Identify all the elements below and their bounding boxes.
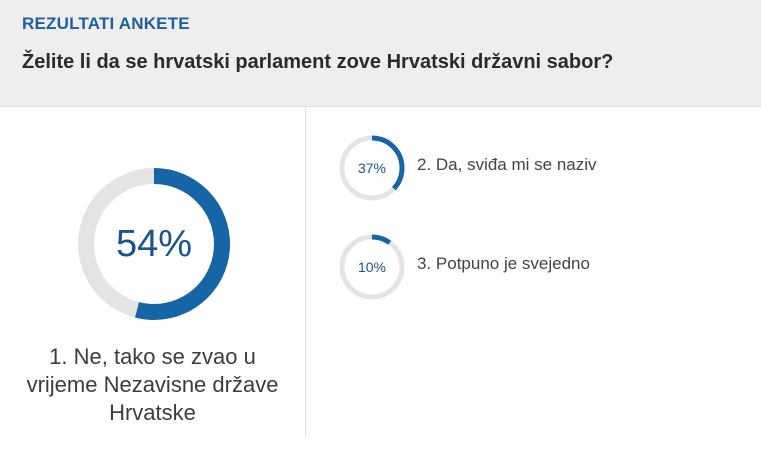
result-option-percent: 37% [357, 160, 387, 176]
result-option-donut [339, 135, 405, 201]
result-option-label: 3. Potpuno je svejedno [417, 254, 590, 273]
donut-arc [339, 135, 405, 201]
leading-result-label-line: 1. Ne, tako se zvao u [49, 344, 256, 369]
leading-result-label-line: Hrvatske [109, 400, 196, 425]
donut-arc [78, 168, 230, 320]
result-option-2: 37% 2. Da, sviđa mi se naziv [338, 134, 738, 202]
result-option-label: 2. Da, sviđa mi se naziv [417, 155, 597, 174]
poll-question: Želite li da se hrvatski parlament zove … [22, 51, 614, 73]
leading-result-label-line: vrijeme Nezavisne države [26, 372, 279, 397]
poll-kicker: REZULTATI ANKETE [22, 14, 190, 33]
leading-result: 54% 1. Ne, tako se zvao u vrijeme Nezavi… [0, 107, 306, 437]
result-option-donut [339, 234, 405, 300]
leading-result-donut [78, 168, 230, 320]
leading-result-label: 1. Ne, tako se zvao u vrijeme Nezavisne … [0, 343, 305, 427]
leading-result-percent: 54% [115, 223, 193, 265]
result-option-percent: 10% [357, 259, 387, 275]
result-option-3: 10% 3. Potpuno je svejedno [338, 233, 738, 301]
poll-header: REZULTATI ANKETE Želite li da se hrvatsk… [0, 0, 761, 107]
donut-arc [339, 234, 405, 300]
